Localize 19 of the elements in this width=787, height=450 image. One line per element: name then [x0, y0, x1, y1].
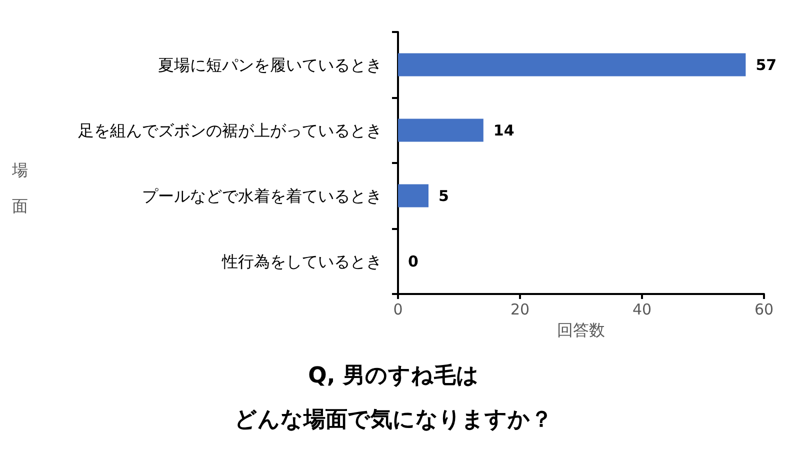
data-label: 0	[408, 252, 418, 270]
y-tick-label: プールなどで水着を着ているとき	[142, 186, 382, 206]
x-axis-title: 回答数	[557, 320, 605, 340]
text: Q, 男のすね毛は	[308, 364, 479, 388]
data-label: 57	[756, 56, 777, 74]
y-tick-label: 性行為をしているとき	[221, 252, 382, 271]
bar	[398, 118, 484, 142]
y-tick-label: 足を組んでズボンの裾が上がっているとき	[78, 120, 382, 140]
x-tick-label: 20	[510, 300, 530, 318]
x-tick-label: 40	[632, 300, 652, 318]
bar	[398, 184, 428, 208]
data-label: 14	[493, 121, 514, 140]
x-tick-label: 60	[754, 300, 774, 318]
bar	[398, 53, 746, 76]
text: どんな場面で気になりますか？	[234, 408, 552, 432]
data-label: 5	[438, 186, 449, 205]
y-tick-label: 夏場に短パンを履いているとき	[158, 55, 382, 74]
y-axis-title: 場面	[11, 162, 28, 216]
x-tick-label: 0	[393, 300, 403, 318]
